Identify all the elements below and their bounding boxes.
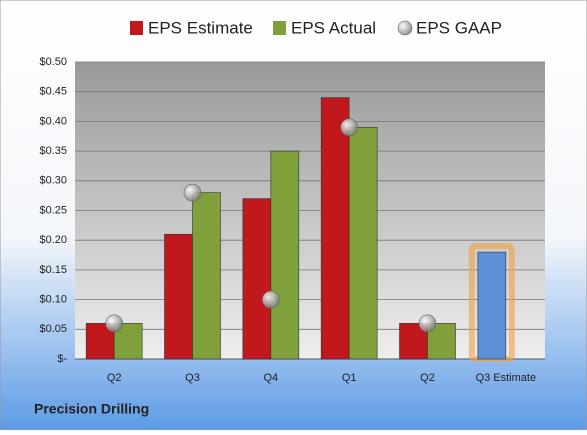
bar bbox=[192, 192, 221, 360]
gaap-point bbox=[105, 314, 123, 333]
legend-marker bbox=[273, 21, 286, 35]
y-tick-label: $0.05 bbox=[39, 323, 67, 335]
x-tick-label: Q3 Estimate bbox=[476, 372, 537, 384]
y-tick-label: $0.25 bbox=[39, 204, 67, 216]
gaap-point bbox=[183, 183, 202, 202]
y-tick-label: $0.20 bbox=[39, 234, 67, 246]
y-tick-label: $- bbox=[57, 353, 67, 365]
x-tick-label: Q3 bbox=[185, 372, 200, 384]
x-tick-label: Q2 bbox=[420, 372, 435, 384]
y-tick-label: $0.30 bbox=[39, 175, 67, 187]
gaap-point bbox=[340, 118, 358, 137]
estimate-bar bbox=[477, 251, 507, 360]
legend-marker bbox=[130, 21, 143, 35]
legend-label: EPS GAAP bbox=[416, 18, 502, 37]
x-tick-label: Q2 bbox=[107, 372, 122, 384]
legend-label: EPS Estimate bbox=[148, 18, 253, 37]
footer: Precision Drilling bbox=[34, 401, 149, 417]
bar bbox=[270, 150, 300, 360]
y-tick-label: $0.10 bbox=[39, 294, 67, 306]
legend-marker bbox=[397, 20, 413, 36]
y-tick-label: $0.50 bbox=[39, 56, 67, 68]
gaap-point bbox=[418, 314, 437, 333]
legend-label: EPS Actual bbox=[291, 18, 376, 37]
x-tick-label: Q1 bbox=[342, 372, 357, 384]
y-tick-label: $0.35 bbox=[39, 145, 67, 157]
bar bbox=[348, 127, 378, 360]
bar bbox=[320, 97, 350, 360]
y-tick-label: $0.45 bbox=[39, 86, 67, 98]
bar bbox=[242, 198, 272, 360]
bar bbox=[164, 233, 193, 360]
gaap-point bbox=[262, 290, 280, 309]
y-tick-label: $0.15 bbox=[39, 264, 67, 276]
y-tick-label: $0.40 bbox=[39, 115, 67, 127]
x-tick-label: Q4 bbox=[263, 372, 278, 384]
